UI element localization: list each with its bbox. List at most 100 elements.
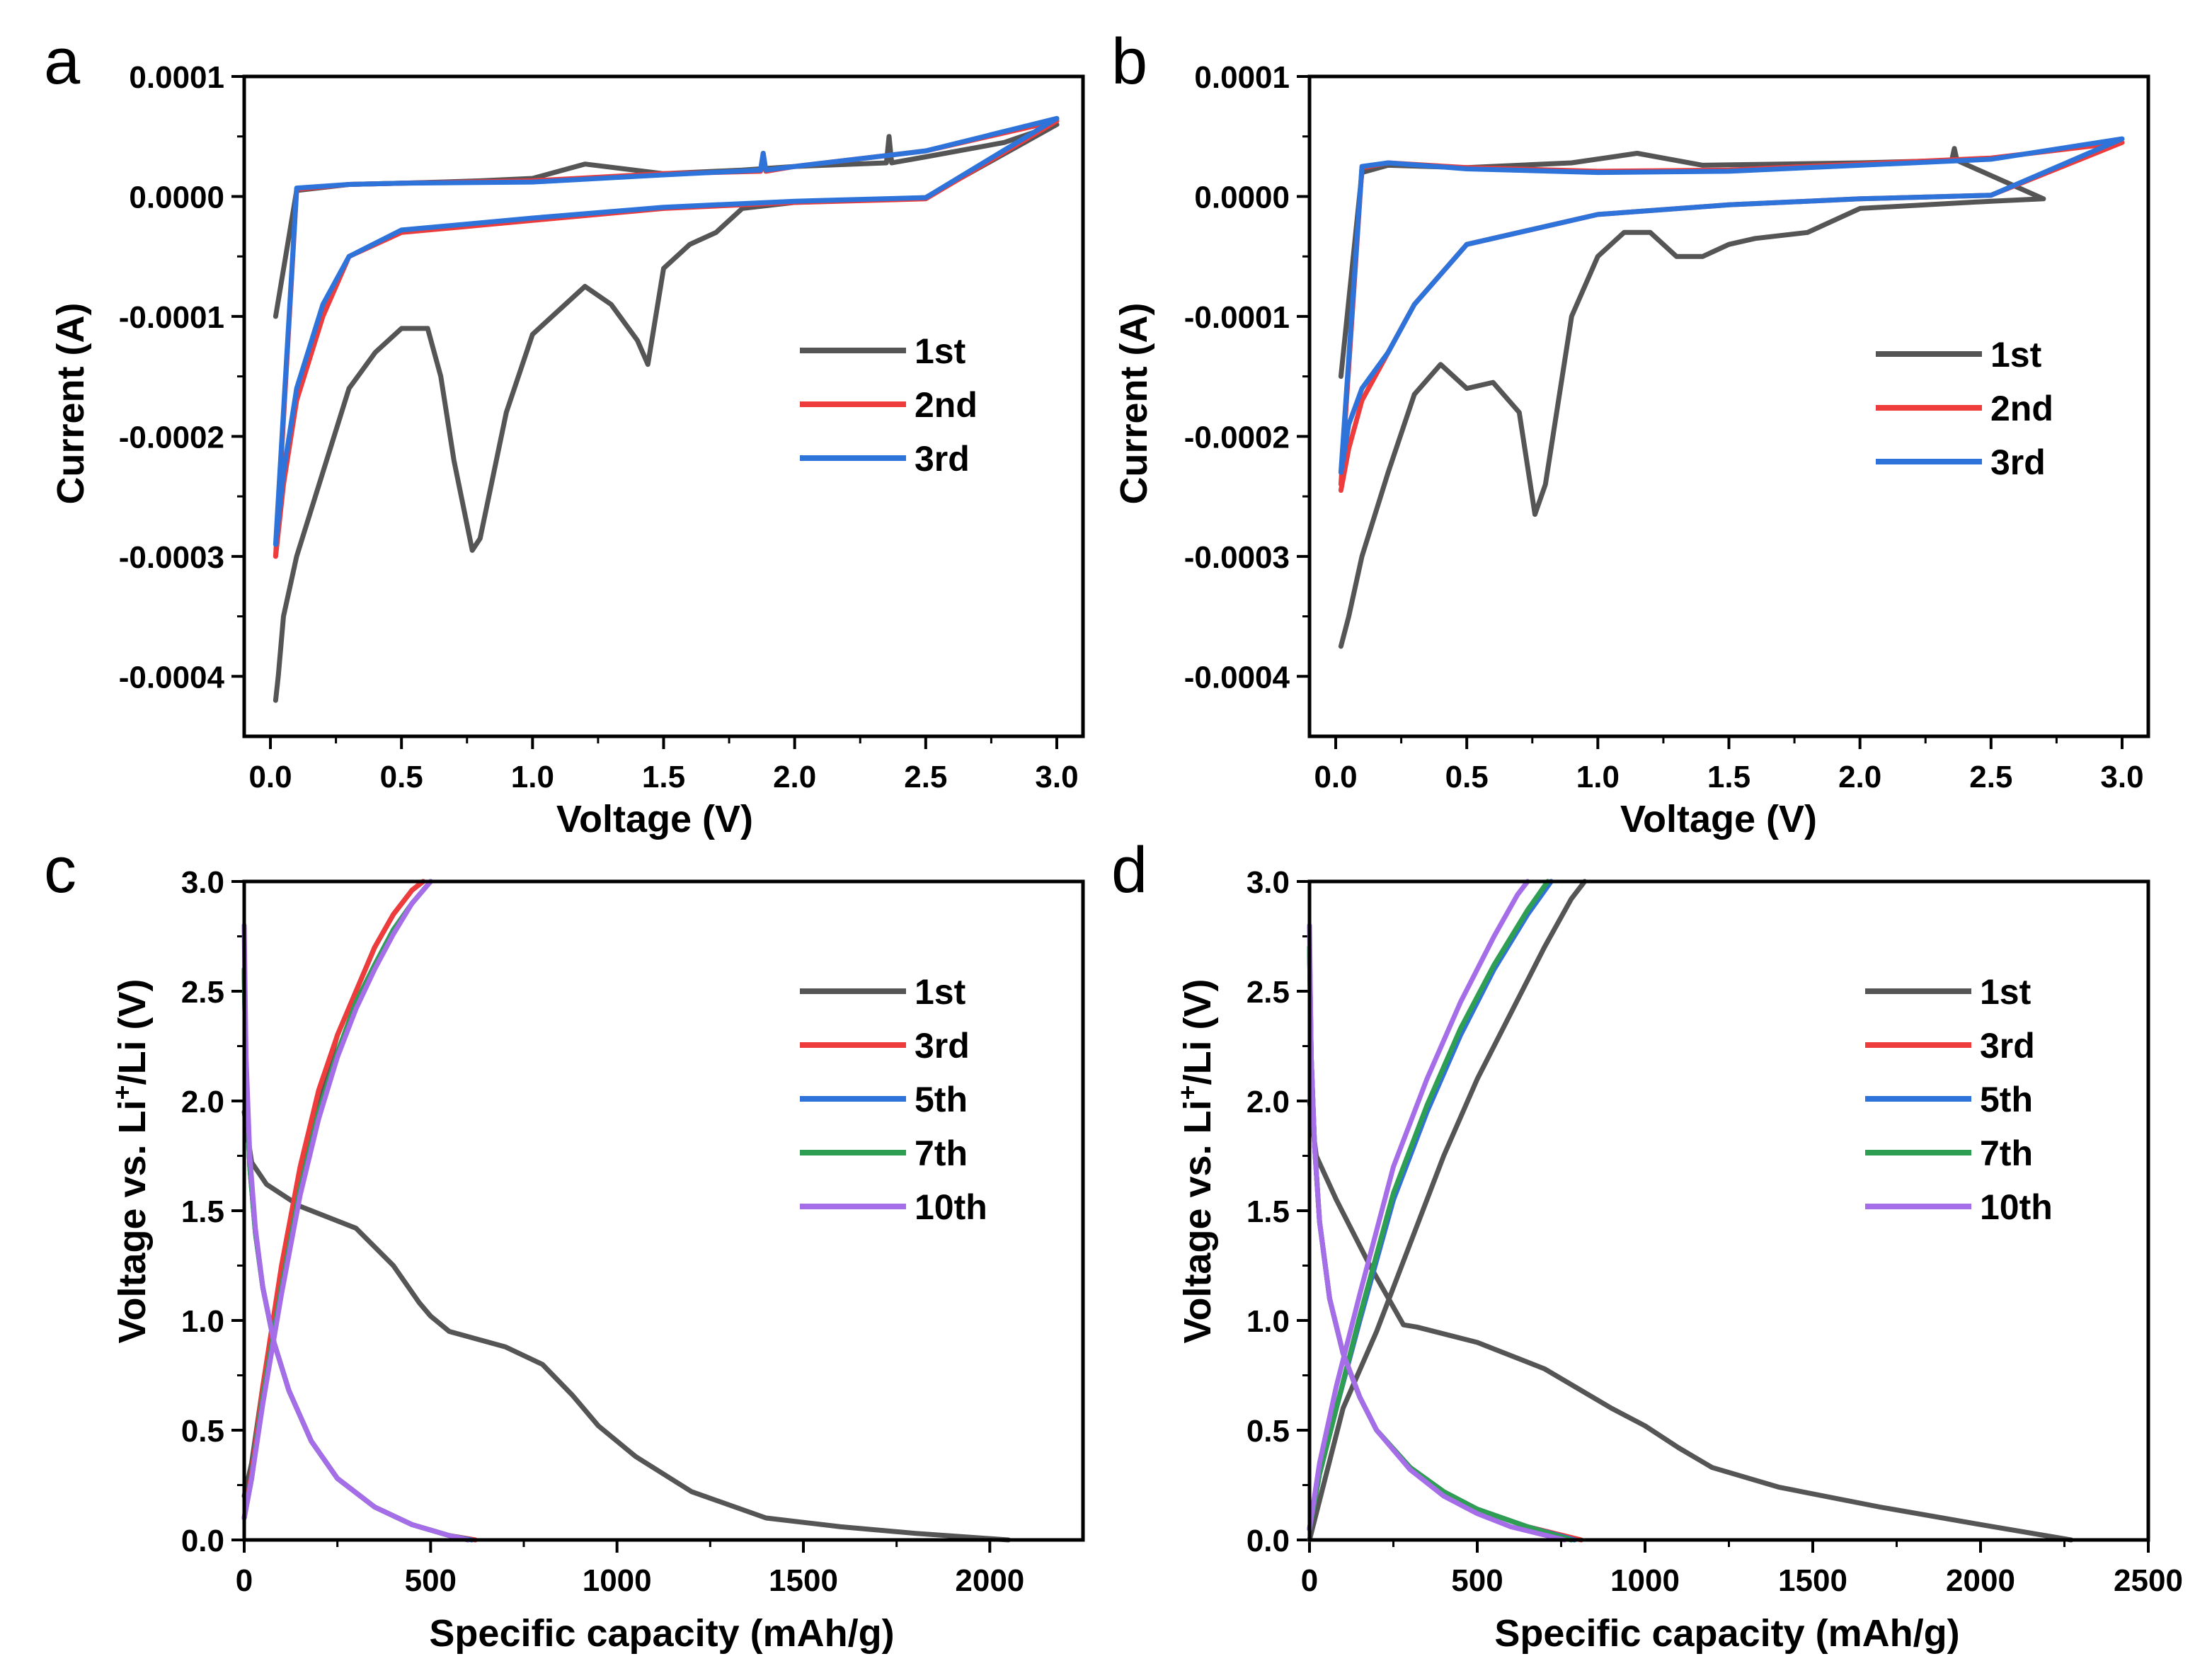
panel-d-legend-label-3rd: 3rd (1980, 1026, 2035, 1066)
panel-b-y-tick-label: -0.0002 (1184, 420, 1290, 455)
panel-d-x-axis-title: Specific capacity (mAh/g) (1494, 1612, 1959, 1655)
panel-a-legend: 1st 2nd 3rd (800, 331, 978, 479)
panel-d: d 0 500 1000 1500 2000 2500 3.0 2.5 2.0 1.5 1.0 0.5… (1111, 834, 2183, 1655)
panel-c-series-5th-discharge-line (241, 966, 474, 1543)
panel-b-x-tick-label: 0.0 (1314, 760, 1357, 794)
panel-a-x-tick-label: 1.5 (642, 760, 685, 794)
panel-d-y-axis-title: Voltage vs. Li+/Li (V) (1173, 978, 1219, 1343)
panel-b-y-tick-label: 0.0001 (1194, 60, 1290, 95)
panel-c-legend-label-5th: 5th (915, 1080, 968, 1119)
panel-d-x-tick-label: 0 (1301, 1563, 1318, 1598)
panel-a-x-tick-label: 3.0 (1035, 760, 1078, 794)
panel-a-series-3rd-line (273, 115, 1060, 547)
panel-c-legend: 1st 3rd 5th 7th 10th (800, 972, 987, 1227)
panel-b-y-tick-label: -0.0004 (1184, 660, 1290, 695)
panel-d-series-5th-charge-line (1307, 879, 1554, 1531)
panel-a-axes-frame (242, 74, 1085, 738)
panel-a-x-axis-title: Voltage (V) (556, 798, 753, 840)
panel-d-y-tick-label: 0.0 (1247, 1524, 1290, 1558)
panel-c-series-7th-charge-line (241, 879, 433, 1521)
panel-d-series-1st-discharge-line (1307, 1098, 2074, 1543)
panel-d-series-10th-charge-line (1307, 879, 1530, 1531)
panel-b-legend-label-2nd: 2nd (1990, 389, 2053, 428)
panel-b: b 0.0 0.5 1.0 1.5 2.0 2.5 3.0 0.0001 0.0000 -0.00… (1111, 25, 2150, 840)
panel-a-ticks: 0.0 0.5 1.0 1.5 2.0 2.5 3.0 0.0001 0.0000 -0.0001… (119, 60, 1079, 794)
panel-b-series-3rd-line (1338, 136, 2125, 475)
panel-b-axes-frame (1307, 74, 2150, 738)
panel-a-y-tick-label: 0.0000 (129, 180, 224, 215)
panel-d-y-tick-label: 1.0 (1247, 1304, 1290, 1339)
panel-b-x-axis-title: Voltage (V) (1620, 798, 1817, 840)
panel-c-y-axis-title-tail: /Li (V) (111, 978, 154, 1085)
panel-c: c 0 500 1000 1500 20003.02.52.01.51.00.50.0 … (44, 834, 1085, 1655)
panel-c-y-axis-title-main: Voltage vs. Li (111, 1100, 154, 1343)
panel-b-x-tick-label: 1.5 (1707, 760, 1750, 794)
panel-d-legend-label-7th: 7th (1980, 1134, 2033, 1173)
panel-c-y-tick-label: 1.0 (181, 1304, 224, 1339)
panel-b-x-tick-label: 0.5 (1445, 760, 1489, 794)
panel-b-legend-label-1st: 1st (1990, 335, 2042, 375)
panel-c-series-10th-charge-line (241, 879, 433, 1521)
panel-b-y-tick-label: -0.0001 (1184, 300, 1290, 335)
panel-letter-b: b (1111, 25, 1147, 98)
panel-c-legend-label-1st: 1st (915, 972, 966, 1012)
panel-d-y-axis-title-superscript: + (1173, 1085, 1202, 1100)
panel-b-y-tick-label: -0.0003 (1184, 540, 1290, 575)
panel-a-legend-label-2nd: 2nd (915, 385, 978, 425)
panel-b-x-tick-label: 1.0 (1576, 760, 1620, 794)
panel-d-axes-frame (1307, 879, 2150, 1542)
panel-c-y-tick-label: 0.0 (181, 1524, 224, 1558)
panel-c-y-tick-label: 2.5 (181, 975, 224, 1010)
panel-b-ticks: 0.0 0.5 1.0 1.5 2.0 2.5 3.0 0.0001 0.0000 -0.0001… (1184, 60, 2144, 794)
panel-a-x-tick-label: 2.5 (904, 760, 947, 794)
panel-c-axes-frame (242, 879, 1085, 1542)
panel-a-legend-label-1st: 1st (915, 331, 966, 371)
panel-c-series-1st-discharge-line (241, 1109, 1012, 1543)
panel-d-legend-label-5th: 5th (1980, 1080, 2033, 1119)
panel-a-series-1st-line (273, 122, 1060, 703)
panel-d-series-1st-charge-line (1307, 879, 1588, 1543)
panel-c-y-tick-label: 3.0 (181, 865, 224, 900)
panel-d-series-7th-charge-line (1307, 879, 1550, 1531)
panel-c-ticks: 0 500 1000 1500 2000 3.0 2.5 2.0 1.5 1.0 0.5 0.0 (181, 865, 1024, 1598)
panel-b-legend-label-3rd: 3rd (1990, 443, 2046, 482)
panel-c-legend-label-3rd: 3rd (915, 1026, 970, 1066)
panel-c-legend-label-7th: 7th (915, 1134, 968, 1173)
panel-a-y-tick-label: -0.0003 (119, 540, 224, 575)
panel-c-x-tick-label: 2000 (955, 1563, 1024, 1598)
panel-d-series-7th-discharge-line (1307, 944, 1574, 1543)
panel-c-legend-label-10th: 10th (915, 1187, 987, 1227)
panel-c-series-5th-charge-line (241, 879, 433, 1521)
panel-d-x-tick-label: 1500 (1778, 1563, 1847, 1598)
panel-d-y-tick-label: 2.5 (1247, 975, 1290, 1010)
panel-a-x-tick-label: 2.0 (773, 760, 816, 794)
panel-d-y-axis-title-main: Voltage vs. Li (1176, 1100, 1219, 1343)
panel-d-y-tick-label: 0.5 (1247, 1414, 1290, 1449)
panel-c-x-tick-label: 1500 (769, 1563, 838, 1598)
panel-d-x-tick-label: 2500 (2114, 1563, 2183, 1598)
panel-c-series-3rd-discharge-line (241, 966, 478, 1543)
panel-letter-a: a (44, 25, 81, 98)
panel-b-series-1st-line (1338, 146, 2046, 649)
panel-a-y-tick-label: 0.0001 (129, 60, 224, 95)
panel-a-x-tick-label: 0.5 (380, 760, 423, 794)
panel-a-x-tick-label: 1.0 (511, 760, 554, 794)
panel-d-x-tick-label: 2000 (1946, 1563, 2015, 1598)
panel-d-y-axis-title-tail: /Li (V) (1176, 978, 1219, 1085)
panel-d-y-tick-label: 1.5 (1247, 1194, 1290, 1229)
panel-c-y-axis-title: Voltage vs. Li+/Li (V) (108, 978, 154, 1343)
panel-a-legend-label-3rd: 3rd (915, 439, 970, 479)
panel-b-y-tick-label: 0.0000 (1194, 180, 1290, 215)
panel-a-y-axis-title: Current (A) (50, 303, 92, 505)
panel-a: a 0.0 0.5 1.0 1.5 2.0 2.5 3.0 0.0001 0.0000 -0.00… (44, 25, 1085, 840)
panel-d-x-tick-label: 500 (1451, 1563, 1503, 1598)
panel-c-x-tick-label: 500 (405, 1563, 457, 1598)
panel-d-series-5th-discharge-line (1307, 944, 1577, 1543)
panel-c-y-tick-label: 1.5 (181, 1194, 224, 1229)
panel-a-plot-area (273, 115, 1060, 703)
panel-c-series-10th-discharge-line (241, 923, 471, 1543)
panel-letter-d: d (1111, 834, 1147, 906)
panel-c-x-axis-title: Specific capacity (mAh/g) (429, 1612, 894, 1655)
panel-c-y-axis-title-superscript: + (108, 1085, 137, 1100)
